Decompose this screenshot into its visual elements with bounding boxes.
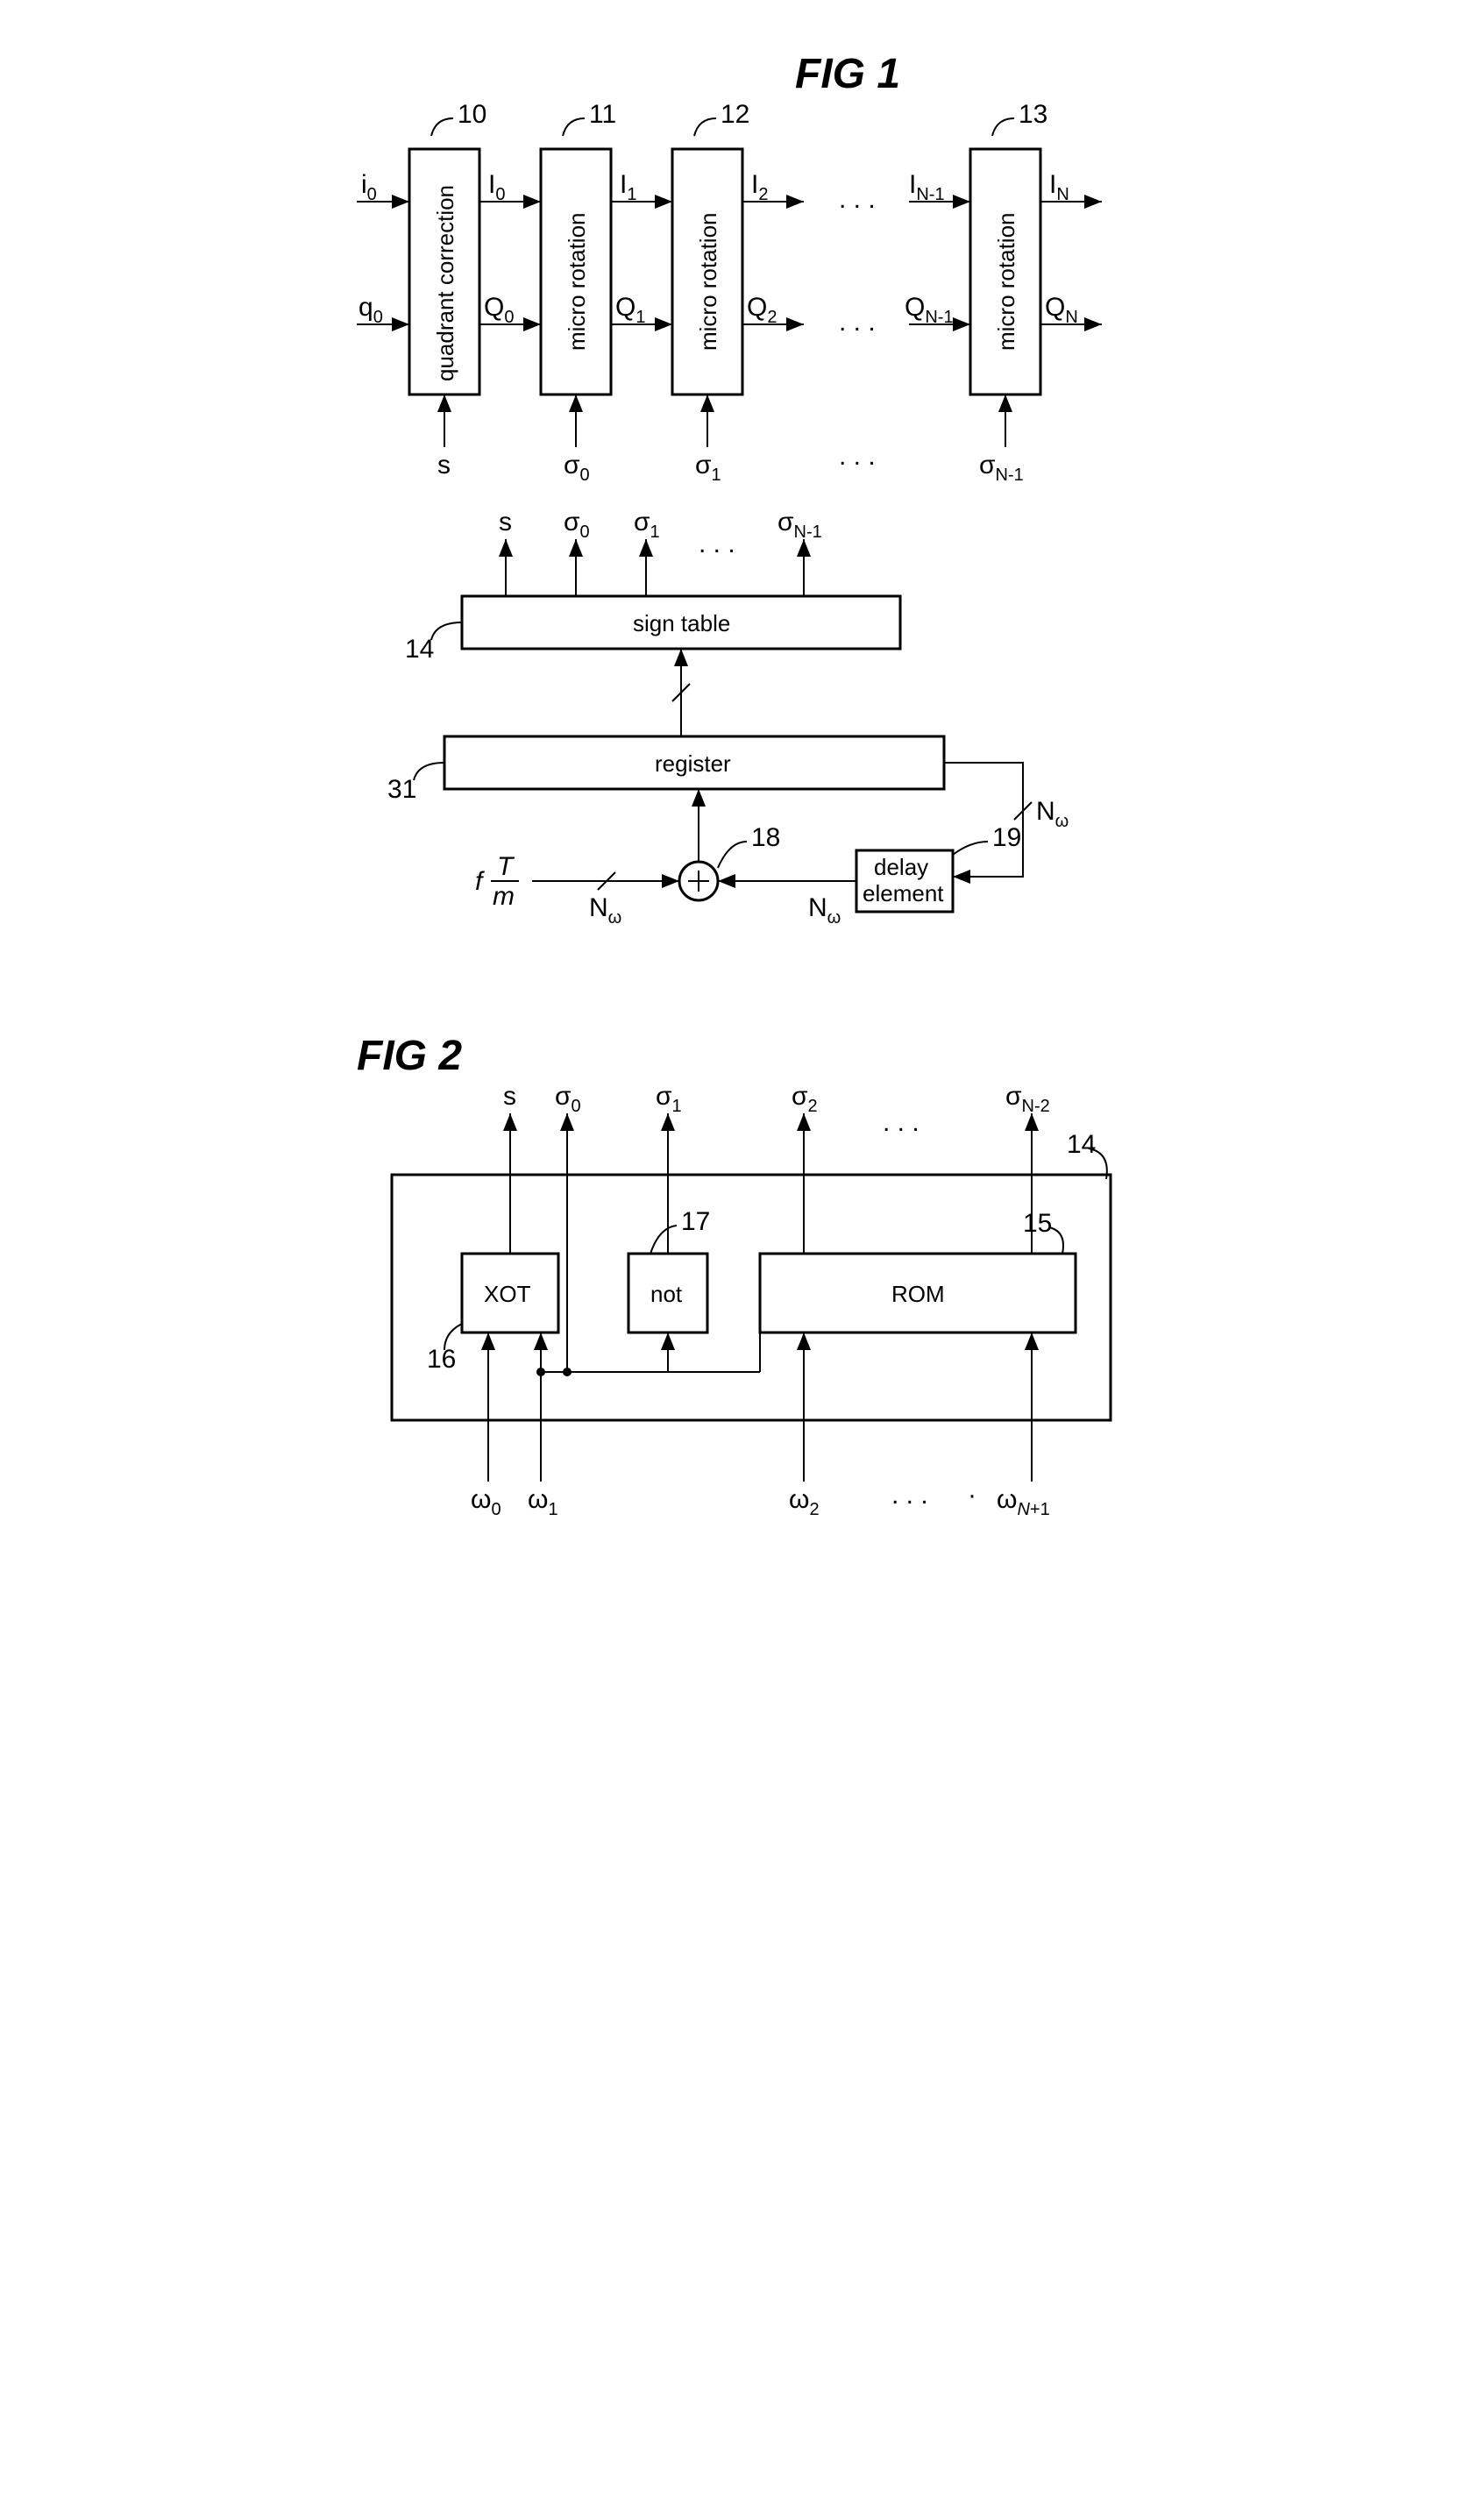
ref-19: 19 (992, 823, 1021, 852)
diagram-svg: FIG 1 10 quadrant correction 11 micro ro… (304, 35, 1181, 1525)
lbl-QNm1: QN-1 (905, 293, 954, 327)
lbl-QN: QN (1045, 293, 1078, 327)
f2-lbl-sig2: σ2 (792, 1082, 818, 1116)
lbl-Nw-da: Nω (808, 893, 841, 928)
lbl-s: s (437, 451, 451, 480)
lbl-INm1: IN-1 (909, 170, 945, 204)
lbl-Q0: Q0 (484, 293, 514, 327)
ref-13: 13 (1019, 100, 1047, 129)
block-delay: delay element 19 (856, 823, 1021, 912)
f2-lbl-w1: ω1 (528, 1485, 558, 1519)
rom-label: ROM (891, 1281, 945, 1307)
lbl-q0: q0 (359, 293, 383, 327)
lbl-Q2: Q2 (747, 293, 777, 327)
block-microN: 13 micro rotation (970, 100, 1047, 394)
lbl-sig1: σ1 (695, 451, 721, 485)
lbl-st-sig0: σ0 (564, 508, 590, 542)
block-adder: 18 (679, 823, 780, 900)
f2-dot-before-wNp1: · (968, 1481, 976, 1510)
fig1: FIG 1 10 quadrant correction 11 micro ro… (357, 51, 1102, 928)
dots-Q: . . . (839, 308, 876, 337)
block-not: not 17 (628, 1207, 710, 1333)
lbl-st-sigNm1: σN-1 (778, 508, 822, 542)
ref-11: 11 (589, 100, 616, 129)
f2-dots-top: . . . (883, 1108, 920, 1137)
fig2-title: FIG 2 (357, 1033, 462, 1079)
block-xot: XOT 16 (427, 1254, 558, 1374)
ref-17: 17 (681, 1207, 710, 1236)
f2-lbl-wNp1: ωN+1 (997, 1485, 1050, 1519)
ref-15: 15 (1023, 1209, 1052, 1238)
register-label: register (655, 750, 731, 777)
ref-16: 16 (427, 1345, 456, 1374)
fig1-title: FIG 1 (795, 51, 900, 97)
ref-31: 31 (387, 775, 416, 804)
xot-label: XOT (484, 1281, 531, 1307)
lbl-Nw-fb: Nω (1036, 797, 1069, 831)
block-micro2: 12 micro rotation (672, 100, 749, 394)
lbl-m: m (493, 882, 515, 911)
block-register: register 31 (387, 736, 944, 804)
f2-lbl-w0: ω0 (471, 1485, 501, 1519)
lbl-sigNm1: σN-1 (979, 451, 1024, 485)
micro2-label: micro rotation (695, 213, 721, 352)
block-signtable: sign table 14 (405, 596, 900, 664)
f2-lbl-w2: ω2 (789, 1485, 820, 1519)
lbl-sig0: σ0 (564, 451, 590, 485)
block-quadrant: 10 quadrant correction (409, 100, 486, 394)
f2-dots-bot: . . . (891, 1481, 928, 1510)
f2-lbl-s: s (503, 1082, 516, 1111)
block-micro1: 11 micro rotation (541, 100, 616, 394)
delay-label-1: delay (874, 854, 928, 880)
signtable-label: sign table (633, 610, 730, 636)
lbl-st-s: s (499, 508, 512, 537)
dots-sig-top: . . . (839, 442, 876, 471)
fig2: FIG 2 14 XOT 16 not 17 ROM 15 s σ0 σ1 σ2… (357, 1033, 1111, 1519)
microN-label: micro rotation (993, 213, 1019, 352)
block-rom: ROM 15 (760, 1209, 1076, 1333)
lbl-I1: I1 (620, 170, 636, 204)
lbl-f: f (475, 867, 485, 896)
ref-12: 12 (721, 100, 749, 129)
ftm-label: f T m (475, 852, 519, 911)
ref-10: 10 (458, 100, 486, 129)
feedback-line (944, 763, 1023, 877)
lbl-I0: I0 (488, 170, 505, 204)
micro1-label: micro rotation (564, 213, 590, 352)
lbl-IN: IN (1049, 170, 1069, 204)
fig2-ref-14: 14 (1067, 1130, 1096, 1159)
dots-st: . . . (699, 530, 735, 558)
lbl-Q1: Q1 (615, 293, 645, 327)
ref-14: 14 (405, 635, 434, 664)
lbl-T: T (497, 852, 515, 881)
lbl-I2: I2 (751, 170, 768, 204)
quadrant-label: quadrant correction (432, 185, 458, 381)
f2-lbl-sig0: σ0 (555, 1082, 581, 1116)
dots-I: . . . (839, 185, 876, 214)
delay-label-2: element (863, 880, 944, 906)
ref-18: 18 (751, 823, 780, 852)
lbl-st-sig1: σ1 (634, 508, 660, 542)
f2-lbl-sigNm2: σN-2 (1005, 1082, 1050, 1116)
f2-lbl-sig1: σ1 (656, 1082, 682, 1116)
lbl-Nw-ftm: Nω (589, 893, 621, 928)
lbl-i0: i0 (361, 170, 377, 204)
not-label: not (650, 1281, 683, 1307)
